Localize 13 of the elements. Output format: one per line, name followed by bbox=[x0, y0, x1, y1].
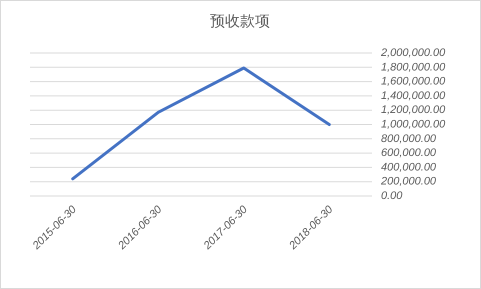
y-tick-label: 600,000.00 bbox=[381, 147, 437, 160]
y-tick-label: 1,000,000.00 bbox=[381, 118, 446, 130]
line-series bbox=[71, 66, 331, 180]
y-tick-label: 2,000,000.00 bbox=[380, 47, 446, 59]
y-tick-label: 200,000.00 bbox=[380, 176, 437, 188]
y-tick-label: 800,000.00 bbox=[381, 132, 437, 145]
y-tick-label: 1,400,000.00 bbox=[381, 90, 446, 102]
y-tick-label: 1,800,000.00 bbox=[381, 61, 446, 74]
chart-title: 预收款项 bbox=[210, 13, 270, 30]
y-tick-label: 400,000.00 bbox=[381, 161, 437, 174]
y-tick-label: 0.00 bbox=[381, 190, 404, 202]
y-tick-label: 1,200,000.00 bbox=[381, 104, 446, 116]
y-tick-label: 1,600,000.00 bbox=[381, 76, 446, 88]
